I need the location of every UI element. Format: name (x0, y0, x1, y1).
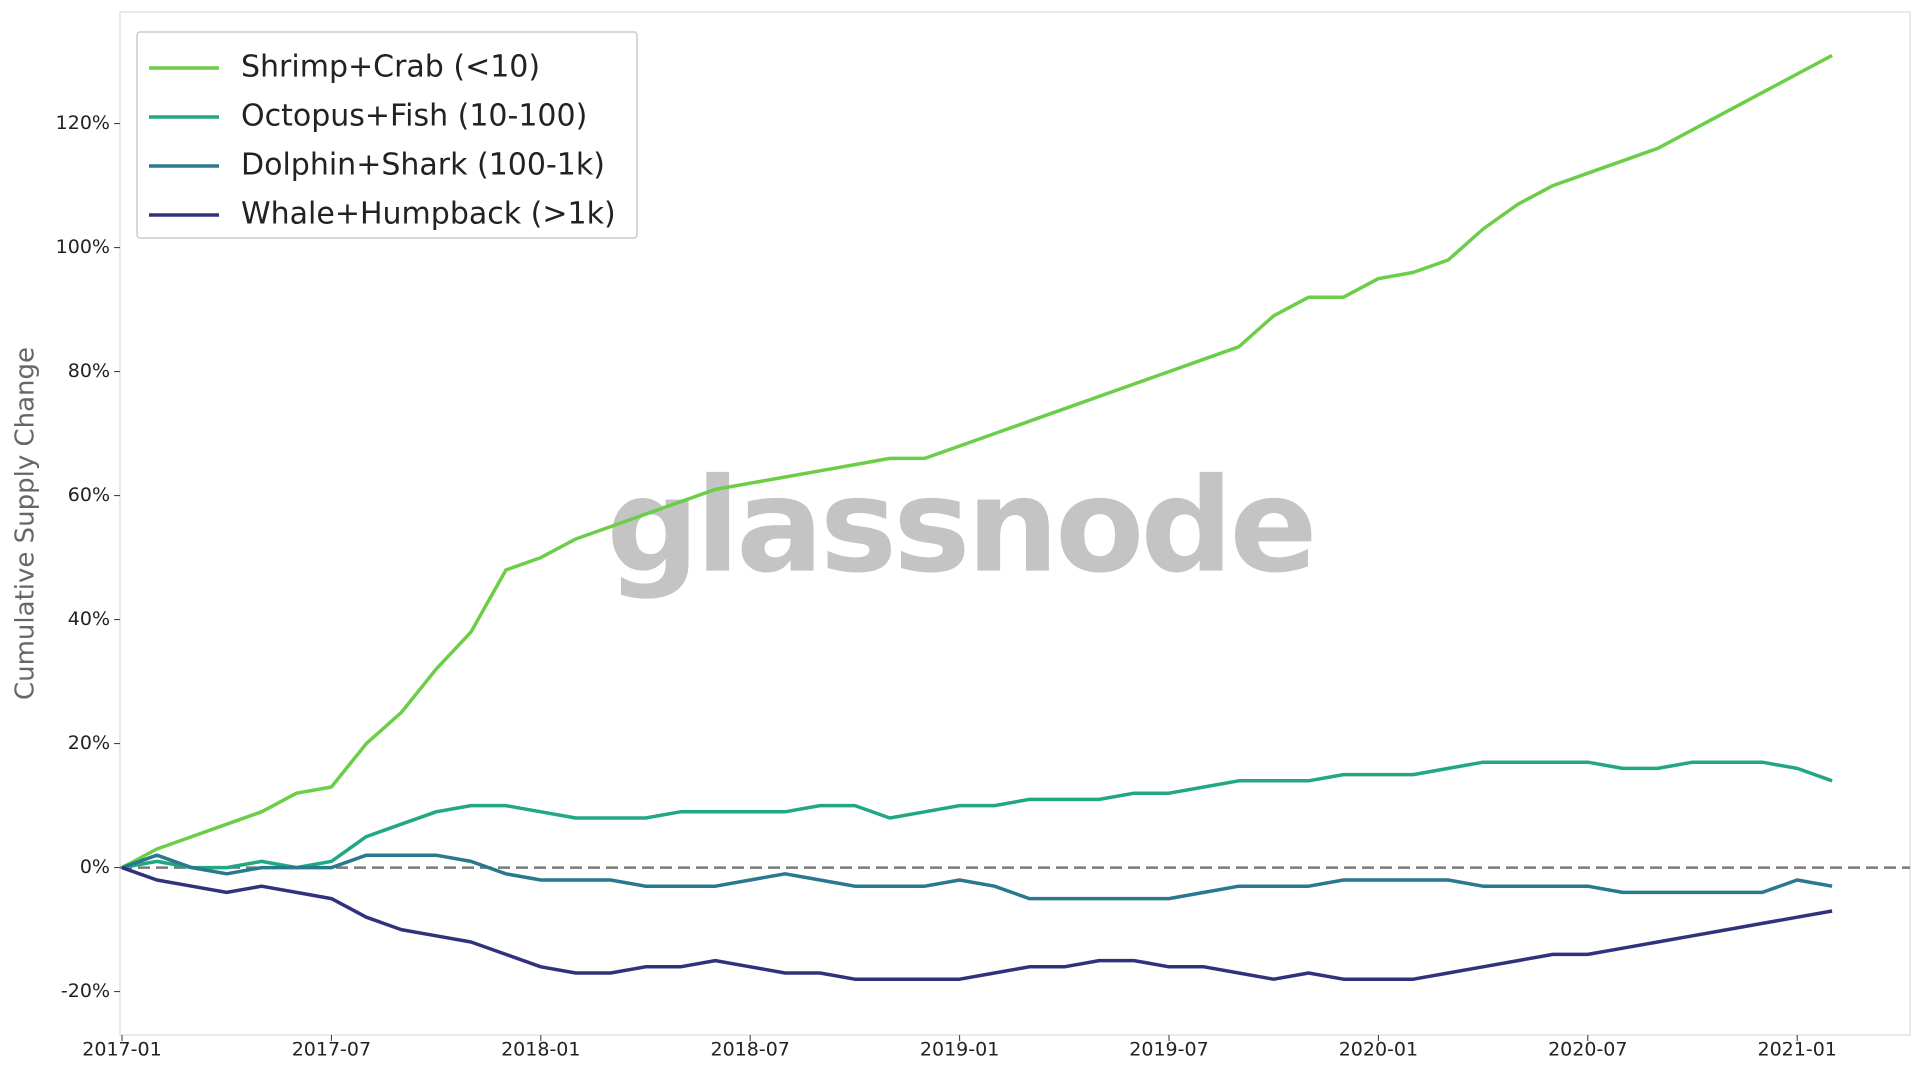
x-tick-label: 2017-01 (82, 1039, 161, 1061)
y-tick-label: 40% (68, 608, 110, 630)
legend-label: Dolphin+Shark (100-1k) (241, 148, 605, 183)
y-tick-label: 80% (68, 360, 110, 382)
y-tick-label: 120% (56, 112, 110, 134)
y-tick-label: 0% (80, 856, 110, 878)
x-tick-label: 2019-01 (920, 1039, 999, 1061)
y-tick-label: 20% (68, 732, 110, 754)
y-tick-label: -20% (61, 980, 110, 1002)
legend-label: Shrimp+Crab (<10) (241, 50, 540, 85)
series-line (121, 865, 1833, 981)
x-tick-label: 2020-01 (1339, 1039, 1418, 1061)
legend-label: Whale+Humpback (>1k) (241, 197, 616, 232)
series-line (121, 760, 1833, 870)
y-axis-label: Cumulative Supply Change (11, 347, 41, 700)
y-tick-label: 60% (68, 484, 110, 506)
plot-frame (119, 11, 1911, 1036)
series-line (121, 53, 1833, 870)
x-tick-label: 2019-07 (1129, 1039, 1208, 1061)
x-tick-label: 2018-07 (711, 1039, 790, 1061)
x-tick-label: 2017-07 (292, 1039, 371, 1061)
y-tick-label: 100% (56, 236, 110, 258)
series-line (121, 853, 1833, 901)
legend-box (136, 31, 638, 239)
x-tick-label: 2018-01 (501, 1039, 580, 1061)
legend-label: Octopus+Fish (10-100) (241, 99, 587, 134)
x-tick-label: 2021-01 (1758, 1039, 1837, 1061)
watermark: glassnode (606, 450, 1313, 602)
x-tick-label: 2020-07 (1548, 1039, 1627, 1061)
